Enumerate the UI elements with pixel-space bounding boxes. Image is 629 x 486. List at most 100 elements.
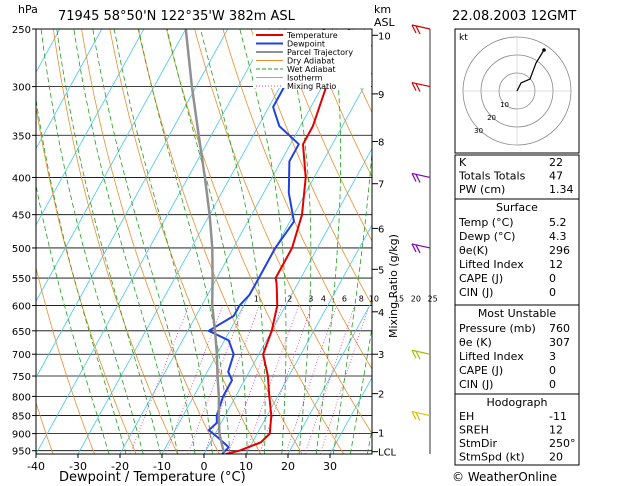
- wind-barb-shaft: [411, 410, 431, 417]
- hodograph-trace: [516, 49, 545, 92]
- isotherm: [77, 29, 313, 454]
- wind-barb-feather: [411, 24, 417, 34]
- y-tick-label: 850: [12, 412, 31, 423]
- x-tick-label: -30: [69, 460, 87, 473]
- index-value: 47: [549, 170, 563, 183]
- mixing-ratio-label: 25: [428, 295, 438, 304]
- plot-frame: [35, 28, 373, 455]
- mixing-ratio-line: [165, 305, 224, 454]
- mixing-ratio-label: 20: [411, 295, 421, 304]
- height-axis: 10 9 8 7 6 5 4 3 2 1 LCL: [372, 31, 397, 459]
- index-label: SREH: [459, 424, 489, 437]
- dry-adiabat: [137, 29, 303, 454]
- index-label: CIN (J): [459, 286, 493, 299]
- index-label: Temp (°C): [458, 216, 514, 229]
- hodograph-box: [454, 393, 580, 466]
- wind-barb-feather: [415, 174, 421, 183]
- index-value: 4.3: [549, 230, 567, 243]
- axes: 2503003504004505005506006507007508008509…: [12, 25, 337, 473]
- y-tick-label: 650: [12, 327, 31, 338]
- x-tick-label: 30: [323, 460, 337, 473]
- index-value: 0: [549, 378, 556, 391]
- index-label: Pressure (mb): [459, 322, 536, 335]
- index-label: CIN (J): [459, 378, 493, 391]
- mixing-ratio-label: 2: [287, 295, 292, 304]
- wet-adiabat: [315, 29, 342, 454]
- wet-adiabat: [56, 29, 161, 454]
- hodograph-point: [542, 48, 546, 52]
- wind-barb-feather: [415, 83, 421, 92]
- hodograph-ring-label: 30: [474, 127, 483, 135]
- dry-adiabat: [307, 29, 372, 178]
- mixing-ratio-label: 8: [359, 295, 364, 304]
- x-tick-label: -40: [27, 460, 45, 473]
- index-value: 0: [549, 364, 556, 377]
- km-tick-label: LCL: [378, 448, 397, 459]
- wind-barb-shaft: [411, 172, 431, 179]
- dry-adiabat: [109, 29, 261, 454]
- mixing-ratio-label: 10: [369, 295, 379, 304]
- wind-barb-feather: [415, 350, 421, 360]
- y-tick-label: 500: [12, 244, 31, 255]
- index-value: 20: [549, 451, 563, 464]
- wind-barb-feather: [415, 244, 421, 254]
- km-tick-label: 7: [378, 180, 384, 191]
- mixing-ratio-line: [285, 305, 337, 454]
- km-tick-label: 10: [378, 31, 391, 42]
- wet-adiabat: [40, 29, 144, 454]
- most-unstable-title: Most Unstable: [478, 307, 557, 320]
- wet-adiabat: [113, 29, 213, 454]
- y-tick-label: 750: [12, 372, 31, 383]
- wind-barb-feather: [411, 173, 417, 182]
- wet-adiabat: [138, 29, 231, 454]
- series-dewpoint: [207, 29, 326, 454]
- isotherm: [203, 147, 372, 454]
- km-tick-label: 2: [378, 390, 384, 401]
- x-tick-label: 20: [281, 460, 295, 473]
- wet-adiabat: [239, 29, 287, 454]
- y-tick-label: 700: [12, 350, 31, 361]
- km-tick-label: 3: [378, 350, 384, 361]
- y-tick-label: 450: [12, 211, 31, 222]
- km-tick-label: 4: [378, 308, 384, 319]
- isotherm: [36, 29, 103, 150]
- index-tables: K 22 Totals Totals 47 PW (cm) 1.34 Surface Temp…: [454, 154, 580, 466]
- wind-barb-feather: [411, 243, 417, 253]
- isotherm: [329, 376, 372, 454]
- hodograph-unit: kt: [459, 33, 468, 43]
- wet-adiabat: [73, 29, 179, 454]
- surface-title: Surface: [496, 201, 538, 214]
- index-label: Lifted Index: [459, 258, 524, 271]
- isotherm: [245, 224, 372, 454]
- isotherm: [36, 29, 145, 226]
- background-grid: [36, 29, 629, 454]
- mixing-ratio-label: 15: [394, 295, 404, 304]
- index-label: Dewp (°C): [459, 230, 515, 243]
- y-tick-label: 950: [12, 447, 31, 458]
- km-tick-label: 5: [378, 265, 384, 276]
- hodograph-title: Hodograph: [487, 396, 548, 409]
- index-value: 307: [549, 336, 570, 349]
- km-tick-label: 9: [378, 90, 384, 101]
- dry-adiabat: [250, 29, 372, 306]
- credit-text: © WeatherOnline: [452, 470, 557, 484]
- dry-adiabat: [81, 29, 220, 454]
- index-label: CAPE (J): [459, 364, 503, 377]
- index-label: StmDir: [459, 437, 498, 450]
- index-value: 0: [549, 286, 556, 299]
- wet-adiabat: [349, 325, 372, 454]
- wind-barb-shaft: [411, 24, 431, 30]
- index-label: StmSpd (kt): [459, 451, 525, 464]
- index-value: 760: [549, 322, 570, 335]
- index-label: K: [459, 156, 467, 169]
- isotherm: [36, 29, 187, 303]
- index-value: 3: [549, 350, 556, 363]
- hodograph-ring-label: 10: [500, 101, 509, 109]
- isotherm: [287, 300, 372, 454]
- dry-adiabat: [590, 29, 629, 454]
- height-unit-label: km: [374, 3, 391, 16]
- dry-adiabat: [36, 105, 137, 454]
- y-tick-label: 250: [12, 25, 31, 36]
